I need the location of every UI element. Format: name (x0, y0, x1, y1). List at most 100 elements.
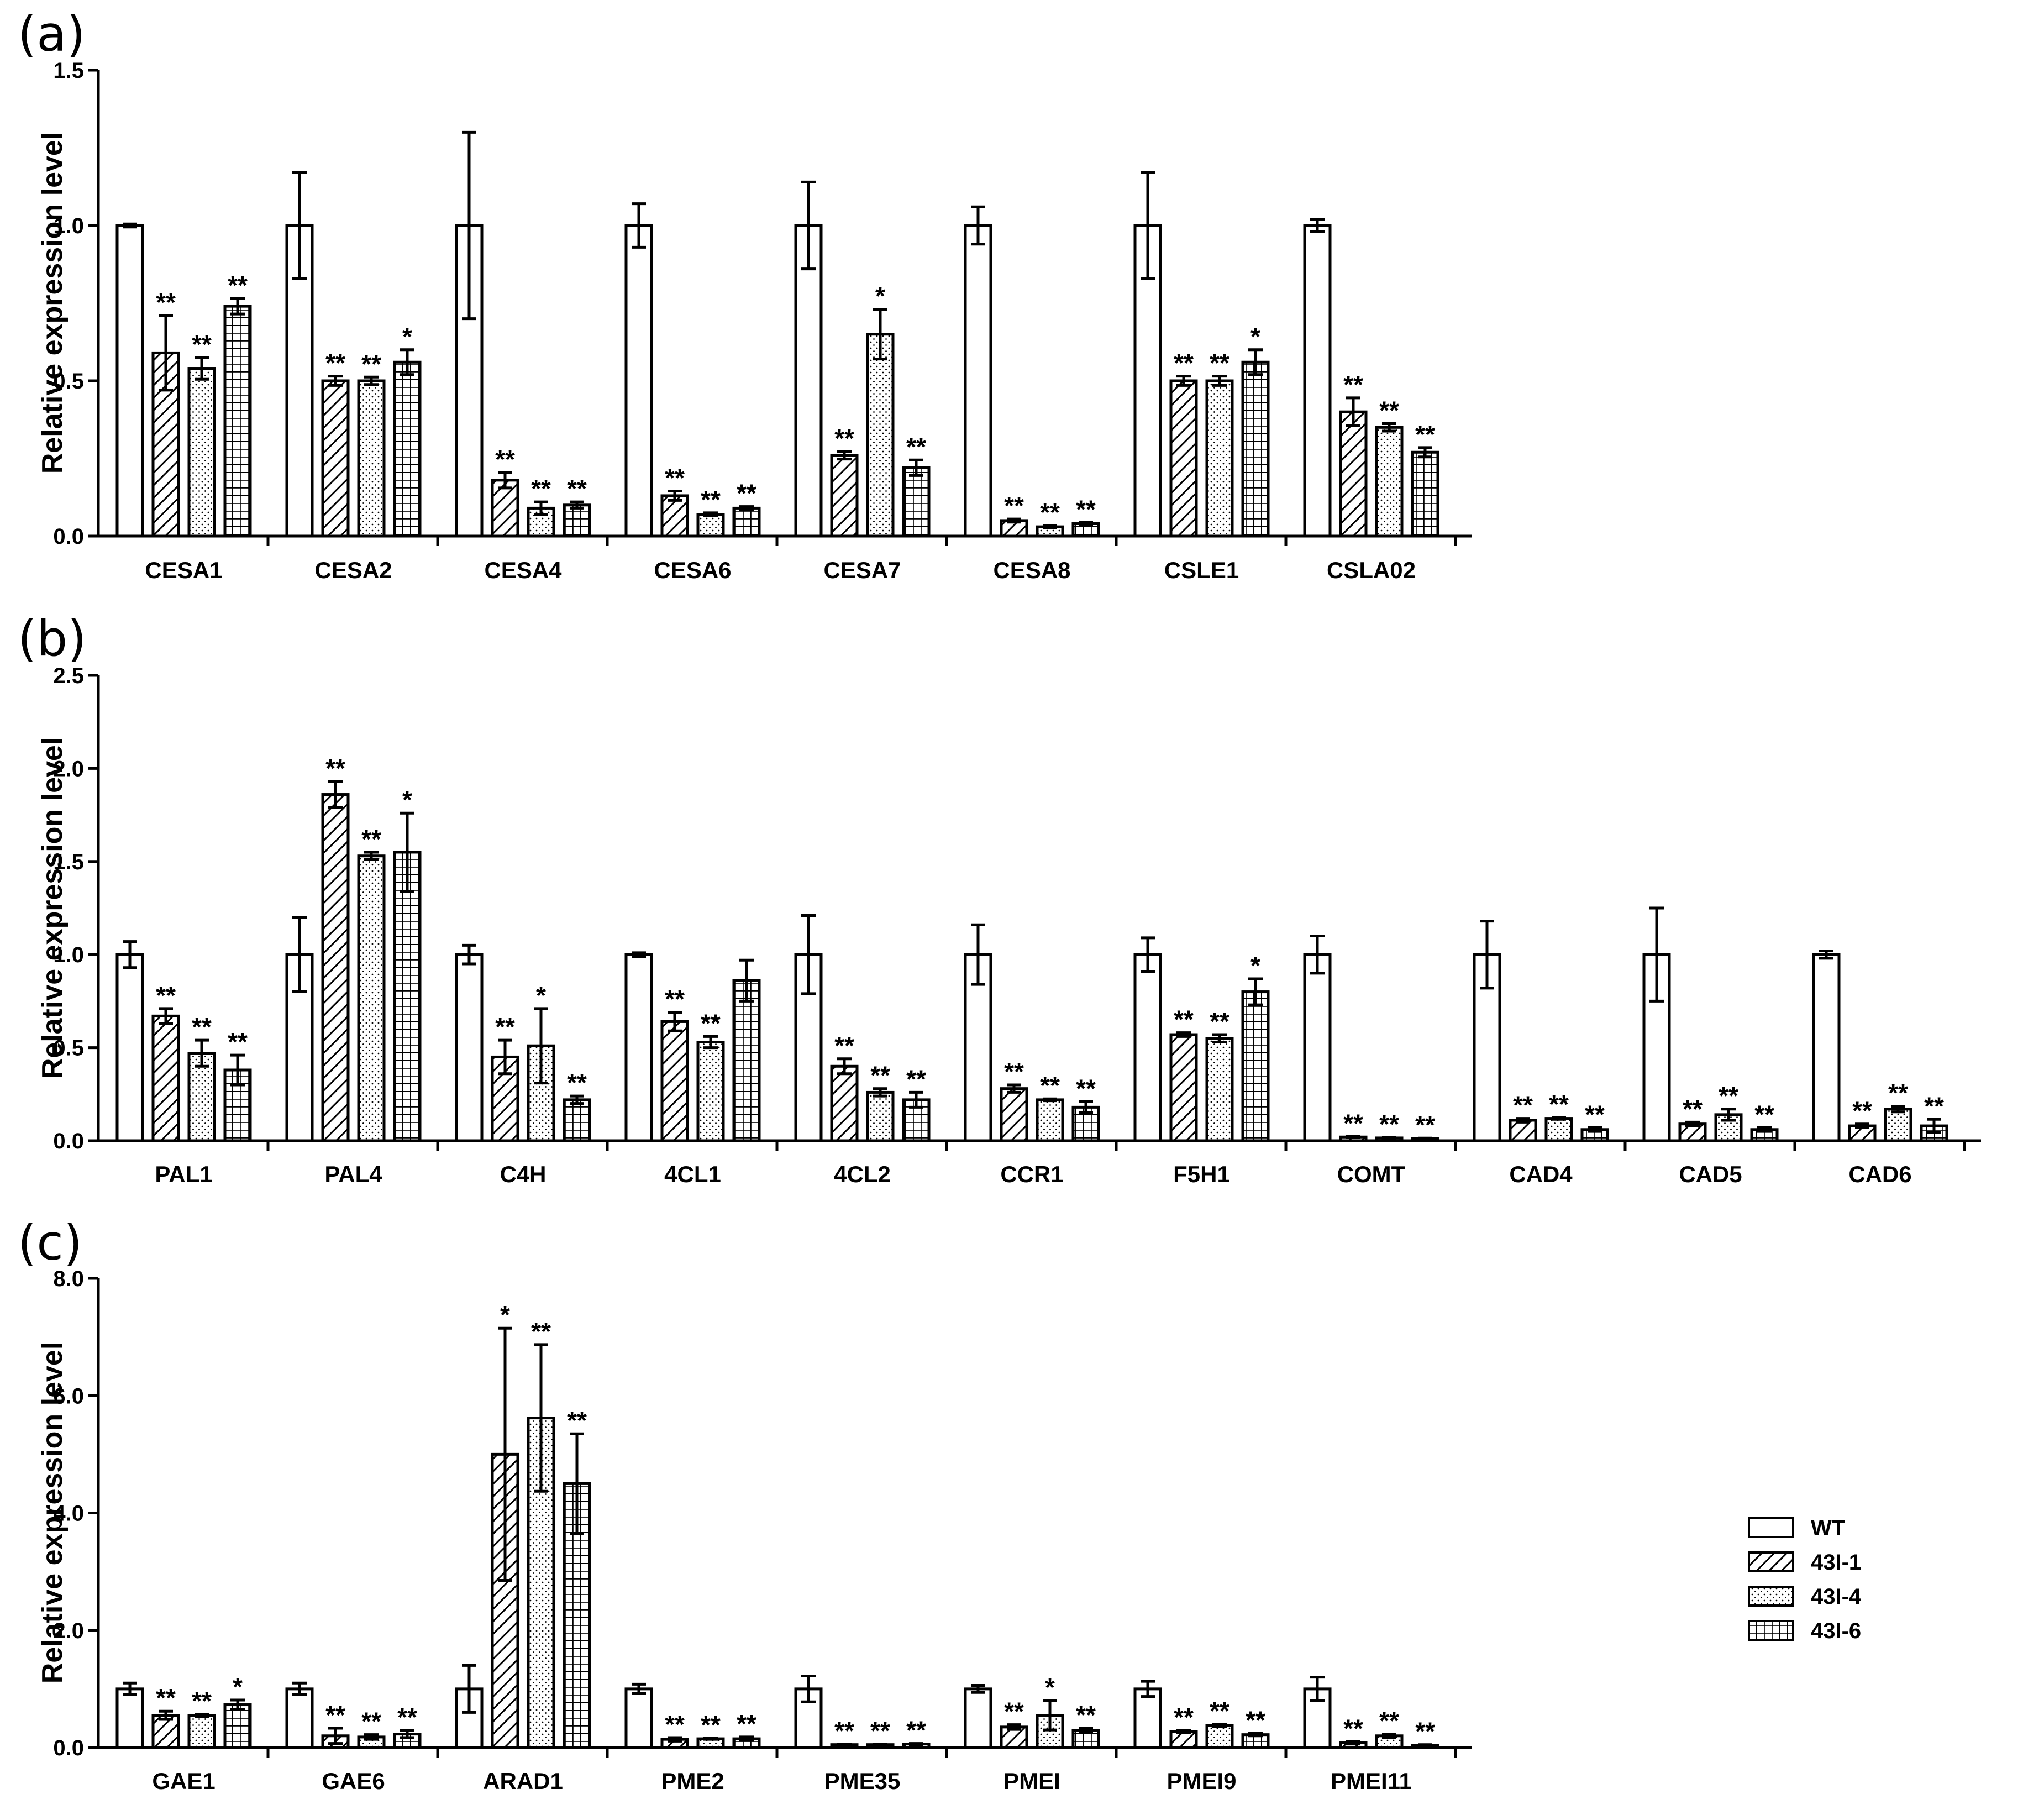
x-category-label: CAD5 (1679, 1161, 1742, 1187)
significance-label: ** (1040, 1071, 1060, 1100)
bar-43i-6 (223, 1703, 252, 1749)
legend-swatch-43i-6 (1748, 1620, 1794, 1641)
significance-label: ** (1343, 1109, 1363, 1137)
bar-43i-4 (357, 379, 386, 538)
bar-43i-1 (1000, 1087, 1028, 1142)
bar-wt (624, 224, 653, 538)
significance-label: * (1045, 1673, 1055, 1702)
x-category-label: ARAD1 (483, 1768, 563, 1794)
y-tick-label: 2.0 (53, 757, 84, 781)
significance-label: ** (156, 981, 176, 1010)
significance-label: ** (1924, 1092, 1944, 1120)
y-tick-label: 1.5 (53, 850, 84, 874)
y-tick-label: 2.0 (53, 1619, 84, 1643)
significance-label: ** (1513, 1091, 1533, 1120)
panel-a: (a) Relative expression level 0.0 0.5 1.0 1.5… (18, 6, 1472, 583)
significance-label: ** (665, 464, 685, 492)
bar-43i-1 (660, 494, 689, 538)
significance-label: ** (1379, 1707, 1399, 1735)
bar-43i-4 (1544, 1117, 1573, 1142)
significance-label: ** (156, 288, 176, 317)
x-category-label: CESA6 (654, 557, 731, 583)
y-tick-label: 1.5 (53, 59, 84, 83)
x-category-label: CSLA02 (1327, 557, 1416, 583)
bar-wt (1133, 953, 1162, 1142)
significance-label: ** (567, 1406, 587, 1435)
bar-wt (115, 953, 144, 1142)
panel-c: (c) Relative expression level 0.0 2.0 4.0 6.0… (18, 1214, 1472, 1794)
x-category-label: CESA4 (484, 557, 562, 583)
bar-wt (115, 224, 144, 538)
y-tick-label: 8.0 (53, 1267, 84, 1291)
significance-label: ** (1343, 1714, 1363, 1743)
significance-label: ** (567, 474, 587, 503)
panel-letter: (b) (18, 610, 87, 667)
bar-43i-6 (393, 360, 422, 538)
significance-label: ** (495, 1013, 515, 1041)
legend-swatch-43i-1 (1748, 1551, 1794, 1572)
x-category-label: C4H (500, 1161, 546, 1187)
significance-label: ** (567, 1068, 587, 1097)
significance-label: * (1250, 951, 1260, 980)
significance-label: ** (361, 825, 381, 853)
bar-wt (1303, 224, 1332, 538)
y-tick-label: 0.0 (53, 1736, 84, 1760)
bar-43i-4 (1205, 379, 1234, 538)
significance-label: * (1250, 322, 1260, 351)
legend-label-43i-6: 43I-6 (1811, 1619, 1861, 1643)
bar-43i-1 (830, 1064, 859, 1142)
significance-label: ** (1076, 1074, 1096, 1103)
significance-label: ** (1852, 1097, 1872, 1125)
significance-label: ** (192, 1687, 212, 1716)
x-category-label: PMEI (1003, 1768, 1060, 1794)
x-category-label: GAE6 (322, 1768, 385, 1794)
x-category-label: CESA8 (993, 557, 1070, 583)
significance-label: * (402, 322, 412, 351)
bar-wt (1303, 953, 1332, 1142)
significance-label: ** (834, 1031, 854, 1060)
bar-wt (1812, 953, 1841, 1142)
significance-label: ** (361, 1707, 381, 1736)
bar-wt (794, 224, 823, 538)
significance-label: ** (906, 1064, 926, 1093)
bar-43i-6 (1411, 450, 1439, 538)
significance-label: ** (870, 1717, 890, 1745)
significance-label: ** (495, 445, 515, 474)
significance-label: ** (325, 754, 345, 783)
legend-swatch-wt (1748, 1517, 1794, 1538)
significance-label: ** (1888, 1079, 1908, 1108)
bar-43i-6 (732, 979, 761, 1142)
bar-43i-4 (696, 513, 725, 538)
significance-label: ** (737, 1709, 756, 1738)
significance-label: ** (1246, 1706, 1265, 1735)
significance-label: ** (701, 1711, 721, 1739)
significance-label: ** (870, 1061, 890, 1090)
significance-label: ** (1174, 349, 1194, 377)
significance-label: ** (1004, 491, 1024, 520)
bar-43i-1 (1339, 410, 1368, 538)
significance-label: ** (1004, 1057, 1024, 1086)
significance-label: * (500, 1300, 510, 1329)
significance-label: * (233, 1672, 243, 1701)
significance-label: ** (397, 1703, 417, 1732)
x-category-label: F5H1 (1173, 1161, 1230, 1187)
significance-label: * (402, 785, 412, 814)
significance-label: ** (1415, 1717, 1435, 1746)
y-tick-label: 0.0 (53, 524, 84, 549)
x-category-label: CESA1 (145, 557, 222, 583)
significance-label: ** (1754, 1100, 1774, 1129)
significance-label: ** (1076, 495, 1096, 523)
significance-label: ** (1719, 1082, 1738, 1110)
y-tick-label: 0.5 (53, 369, 84, 394)
bar-43i-1 (830, 454, 859, 538)
significance-label: ** (531, 474, 551, 503)
significance-label: ** (737, 479, 756, 508)
significance-label: ** (192, 1013, 212, 1041)
significance-label: ** (1549, 1090, 1569, 1119)
x-category-label: COMT (1337, 1161, 1406, 1187)
significance-label: ** (1210, 1697, 1229, 1725)
bar-43i-1 (1509, 1119, 1537, 1142)
bar-wt (455, 953, 484, 1142)
x-category-label: 4CL2 (834, 1161, 891, 1187)
